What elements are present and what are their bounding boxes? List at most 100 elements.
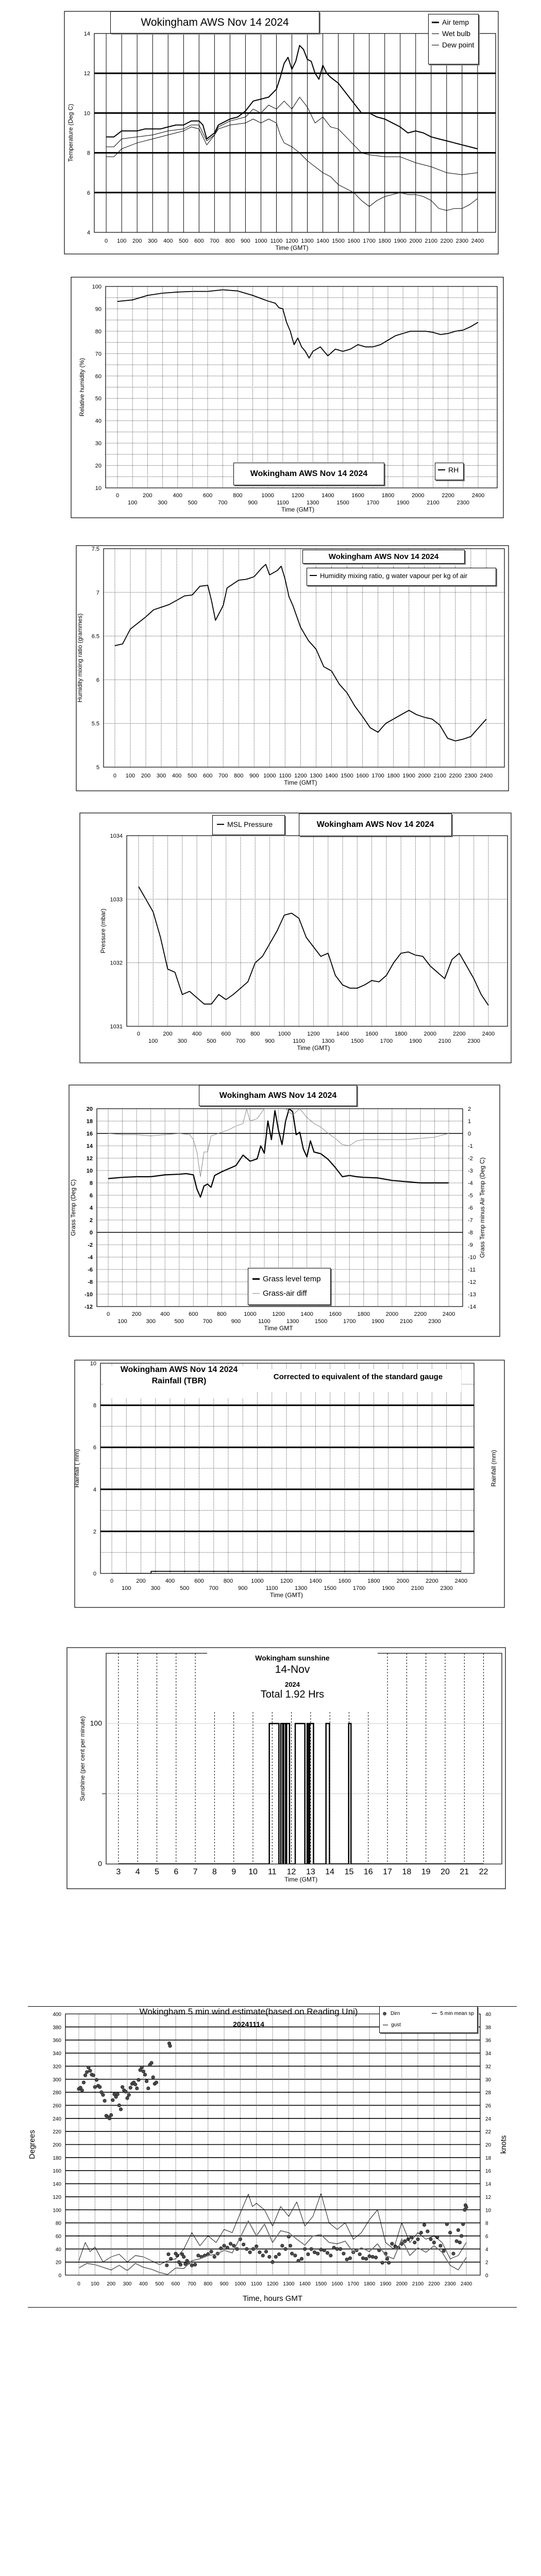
point-dirn	[228, 2242, 233, 2246]
y-tick-label: 100	[92, 284, 102, 290]
y-right-axis-title: Rainfall (mm)	[490, 1450, 497, 1486]
y-axis-title: Relative humidity (%)	[78, 358, 86, 416]
y-tick-label: -4	[88, 1255, 93, 1261]
point-dirn	[390, 2242, 394, 2246]
y-axis-title: Humidity mixing ratio (grammes)	[76, 614, 83, 703]
point-dirn	[128, 2086, 132, 2090]
x-tick-label: 19	[421, 1868, 431, 1876]
point-dirn	[274, 2255, 278, 2259]
x-tick-label: 300	[178, 1038, 187, 1044]
point-dirn	[283, 2247, 288, 2251]
x-axis-title: Time, hours GMT	[243, 2294, 302, 2303]
y-right-tick-label: -6	[468, 1205, 473, 1211]
x-tick-label: 1000	[251, 1578, 263, 1584]
point-dirn	[121, 2085, 125, 2089]
x-tick-label: 1100	[266, 1585, 278, 1591]
x-tick-label: 1500	[324, 1585, 336, 1591]
y-tick-label: 0	[58, 2273, 61, 2279]
point-dirn	[183, 2262, 188, 2266]
y-tick-label: 7	[96, 590, 99, 596]
point-dirn	[261, 2253, 265, 2258]
x-tick-label: 1800	[364, 2281, 376, 2287]
wind-chart-top-rule	[28, 2006, 517, 2007]
series-layer	[77, 2041, 468, 2275]
x-tick-label: 1400	[322, 493, 334, 499]
point-dirn	[91, 2073, 95, 2077]
point-dirn	[242, 2242, 246, 2247]
y-tick-label: 80	[56, 2221, 62, 2227]
point-dirn	[438, 2244, 443, 2248]
x-tick-label: 1100	[277, 500, 289, 506]
point-dirn	[367, 2254, 371, 2258]
legend-swatch-mean-speed	[432, 2013, 437, 2014]
y-right-tick-label: -13	[468, 1292, 476, 1298]
y-right-tick-label: -4	[468, 1180, 473, 1187]
point-dirn	[299, 2257, 304, 2261]
point-dirn	[370, 2255, 375, 2259]
x-tick-label: 2400	[472, 493, 484, 499]
y-right-tick-label: -1	[468, 1143, 473, 1149]
x-tick-label: 1700	[363, 238, 375, 244]
grass-chart-title: Wokingham AWS Nov 14 2024	[199, 1085, 357, 1106]
y-tick-label: 90	[95, 306, 102, 312]
y-right-tick-label: -5	[468, 1193, 473, 1199]
x-tick-label: 400	[160, 1311, 170, 1317]
x-tick-label: 1100	[251, 2281, 262, 2287]
y-tick-label: 100	[90, 1719, 103, 1727]
x-tick-label: 700	[188, 2281, 196, 2287]
title-text: Wokingham sunshine	[255, 1654, 330, 1662]
y-tick-label: 60	[95, 374, 102, 380]
x-tick-label: 2400	[480, 773, 493, 779]
y-right-tick-label: 30	[485, 2077, 492, 2083]
point-dirn	[117, 2103, 121, 2108]
x-tick-label: 17	[383, 1868, 392, 1876]
y-tick-label: 6	[90, 1193, 93, 1199]
x-tick-label: 800	[233, 493, 242, 499]
x-tick-label: 1600	[356, 773, 368, 779]
series-air-temp	[106, 45, 478, 149]
y-right-tick-label: -14	[468, 1304, 476, 1310]
point-dirn	[325, 2251, 330, 2255]
y-tick-label: 4	[93, 1487, 96, 1493]
x-tick-label: 2200	[442, 493, 454, 499]
x-tick-label: 700	[236, 1038, 245, 1044]
point-dirn	[306, 2252, 310, 2257]
x-tick-label: 300	[148, 238, 157, 244]
point-dirn	[111, 2098, 115, 2102]
y-tick-label: 120	[53, 2195, 61, 2200]
point-dirn	[168, 2044, 172, 2048]
x-tick-label: 800	[224, 1578, 233, 1584]
point-dirn	[377, 2248, 381, 2252]
gridlines	[97, 1109, 463, 1307]
y-tick-label: 1033	[110, 896, 123, 903]
x-tick-label: 1100	[279, 773, 292, 779]
series-layer	[118, 1723, 484, 1864]
point-dirn	[151, 2075, 155, 2079]
x-tick-label: 1000	[234, 2281, 246, 2287]
wind-legend: Dirn 5 min mean sp gust	[379, 2006, 478, 2033]
x-tick-label: 300	[157, 773, 166, 779]
point-dirn	[182, 2255, 186, 2259]
mixing-ratio-legend: Humidity mixing ratio, g water vapour pe…	[307, 568, 496, 586]
point-dirn	[442, 2249, 446, 2253]
point-dirn	[293, 2253, 297, 2258]
x-tick-label: 3	[116, 1868, 121, 1876]
gridlines	[127, 836, 508, 1026]
y-tick-label: 7.5	[92, 546, 99, 552]
x-tick-label: 300	[151, 1585, 160, 1591]
humidity-chart-title: Wokingham AWS Nov 14 2024	[233, 463, 384, 485]
point-dirn	[332, 2246, 336, 2250]
x-tick-label: 1700	[348, 2281, 360, 2287]
x-tick-label: 2300	[456, 238, 468, 244]
x-tick-label: 1600	[331, 2281, 343, 2287]
x-tick-label: 1100	[270, 238, 283, 244]
y-right-tick-label: 12	[485, 2195, 492, 2200]
y-right-tick-label: -9	[468, 1242, 473, 1248]
y-tick-label: 1031	[110, 1024, 123, 1030]
point-dirn	[456, 2228, 460, 2232]
series-layer	[138, 886, 489, 1006]
x-tick-label: 900	[238, 1585, 247, 1591]
y-tick-label: 4	[90, 1205, 93, 1211]
x-axis-title: Time GMT	[264, 1325, 293, 1332]
point-dirn	[251, 2247, 256, 2251]
